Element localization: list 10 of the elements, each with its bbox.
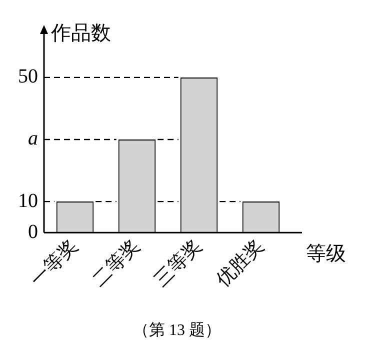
x-tick-label: 三等奖 xyxy=(150,236,206,291)
x-tick-label: 优胜奖 xyxy=(212,236,268,291)
y-tick-label: 50 xyxy=(18,66,38,88)
x-tick-label: 二等奖 xyxy=(88,236,144,291)
y-axis-title: 作品数 xyxy=(50,22,111,44)
text: （第 13 题） xyxy=(133,322,221,340)
x-axis-title: 等级 xyxy=(306,242,346,265)
y-tick-label: 10 xyxy=(18,190,38,212)
y-tick-label: a xyxy=(28,128,38,150)
y-tick-label: 0 xyxy=(28,220,38,243)
